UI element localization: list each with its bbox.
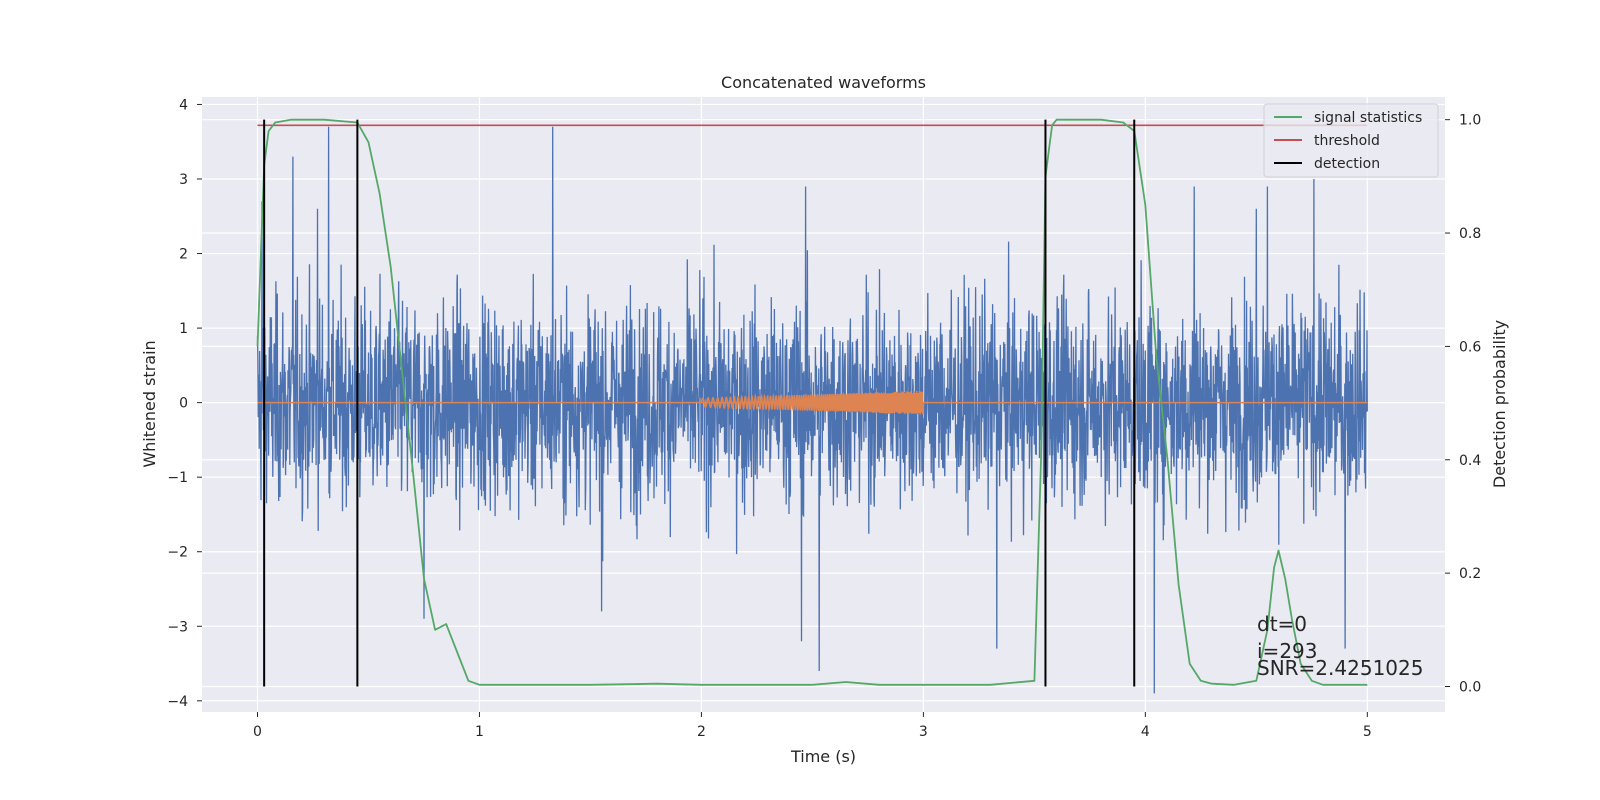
y2-tick-label: 0.8: [1459, 226, 1481, 242]
annotation-dt: dt=0: [1257, 612, 1307, 636]
plot-marks: [256, 118, 1368, 694]
y-tick-label: 4: [179, 97, 188, 113]
y2-tick-label: 0.4: [1459, 453, 1481, 469]
annotation-i: i=293: [1257, 639, 1318, 663]
y2-tick-label: 0.0: [1459, 679, 1481, 695]
y2-axis-label: Detection probability: [1490, 320, 1509, 488]
y2-tick-label: 1.0: [1459, 113, 1481, 129]
strain-line: [256, 126, 1368, 694]
y-tick-label: 2: [179, 247, 188, 263]
y-tick-label: 0: [179, 396, 188, 412]
x-tick-label: 0: [253, 724, 262, 740]
legend: signal statistics threshold detection: [1263, 103, 1439, 178]
y2-tick-label: 0.6: [1459, 339, 1481, 355]
x-tick-label: 4: [1141, 724, 1150, 740]
y-tick-label: 1: [179, 321, 188, 337]
legend-box: [1263, 103, 1439, 178]
y-tick-label: −4: [167, 694, 188, 710]
y2-tick-label: 0.2: [1459, 566, 1481, 582]
left-y-axis-ticks: −4 −3 −2 −1 0 1 2 3 4: [167, 97, 202, 710]
y-tick-label: −1: [167, 470, 188, 486]
y-axis-label: Whitened strain: [140, 340, 159, 467]
x-tick-label: 3: [919, 724, 928, 740]
template-chirp: [700, 390, 925, 415]
legend-label-threshold: threshold: [1314, 133, 1380, 149]
x-tick-label: 2: [697, 724, 706, 740]
legend-label-signal-statistics: signal statistics: [1314, 110, 1422, 126]
chart-title: Concatenated waveforms: [721, 73, 926, 92]
legend-label-detection: detection: [1314, 156, 1380, 172]
annotations: dt=0 i=293 SNR=2.4251025: [1257, 612, 1423, 680]
x-axis-label: Time (s): [790, 747, 856, 766]
y-tick-label: −3: [167, 619, 188, 635]
y-tick-label: 3: [179, 172, 188, 188]
annotation-snr: SNR=2.4251025: [1257, 656, 1423, 680]
x-tick-label: 5: [1363, 724, 1372, 740]
right-y-axis-ticks: 0.0 0.2 0.4 0.6 0.8 1.0: [1445, 113, 1481, 695]
signal-statistics-line: [256, 118, 1368, 686]
x-tick-label: 1: [475, 724, 484, 740]
x-axis-ticks: 0 1 2 3 4 5: [253, 712, 1372, 740]
y-tick-label: −2: [167, 545, 188, 561]
